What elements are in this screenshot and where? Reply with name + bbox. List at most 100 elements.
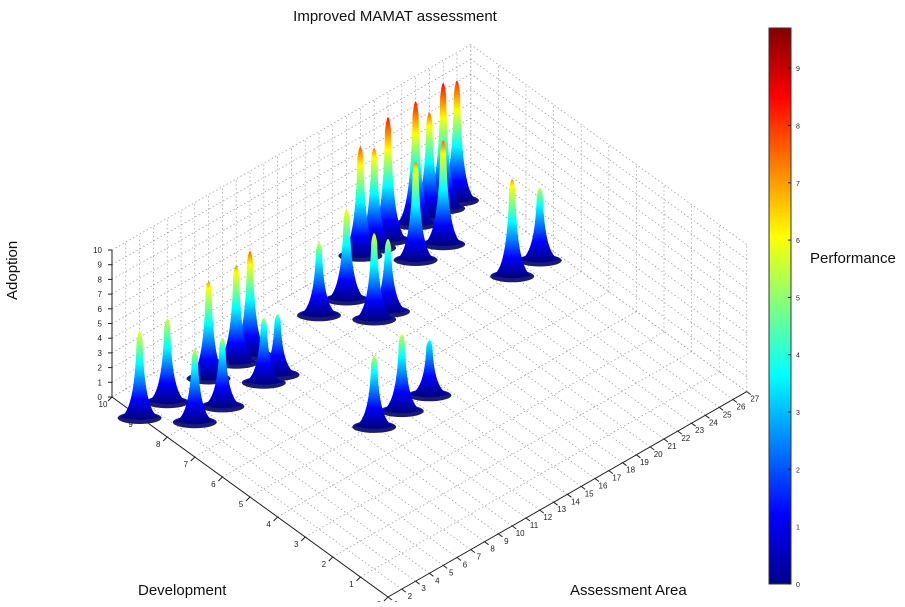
wall-grid-line [470,161,748,363]
colorbar-tick-label: 6 [796,238,800,245]
wall-grid-line [470,44,748,245]
y-tick-label: 24 [709,418,718,427]
colorbar-label: Performance [810,250,896,267]
colorbar: 0 1 2 3 4 5 6 7 8 9 [768,27,800,589]
y-tick-label: 10 [516,529,525,538]
y-tick-mark [649,446,655,451]
y-tick-label: 15 [585,489,594,498]
wall-grid-line [470,117,748,319]
floor-grid-line [277,301,554,503]
y-tick-label: 12 [543,513,552,522]
surface-peak [147,318,188,405]
x-tick-label: 1 [349,580,354,589]
floor-grid-line [373,246,651,448]
surface-peak [188,281,229,381]
y-tick-label: 16 [599,482,608,491]
wall-grid-line [111,88,471,295]
y-tick-mark [636,454,641,459]
wall-grid-line [111,44,471,251]
floor-grid-line [318,278,596,479]
chart-title: Improved MAMAT assessment [293,8,497,25]
y-tick-mark [539,509,545,514]
floor-grid-line [222,271,582,478]
wall-grid-line [111,58,471,266]
y-tick-label: 13 [557,505,566,514]
x-tick-mark [218,476,223,482]
floor-grid-line [305,331,665,538]
surface-peak [423,140,464,247]
y-tick-mark [746,391,752,396]
colorbar-tick-label: 3 [796,410,800,417]
surface-peak [174,349,215,425]
x-tick-mark [383,596,389,602]
colorbar-tick-label: 4 [796,353,800,360]
y-tick-mark [594,478,600,482]
colorbar-tick-label: 5 [796,295,800,302]
y-tick-label: 5 [449,568,454,577]
z-tick-label: 7 [98,290,103,299]
floor-grid-line [360,371,720,578]
x-tick-mark [356,576,361,582]
wall-grid-line [470,132,748,334]
wall-grid-line [470,147,748,348]
y-tick-label: 9 [504,537,509,546]
x-tick-mark [190,456,196,462]
floor-grid-line [249,291,609,498]
wall-grid-line [470,103,748,304]
surface-peak [492,179,533,279]
floor-grid-line [304,286,582,487]
colorbar-ticks: 0 1 2 3 4 5 6 7 8 9 [788,66,800,589]
floor-grid-line [387,238,665,440]
surface-peak [354,233,395,322]
x-tick-label: 3 [294,540,299,549]
y-tick-label: 11 [530,521,539,530]
x-tick-label: 9 [128,420,133,429]
wall-grid-line [111,103,471,310]
floor-grid-line [442,207,720,408]
z-tick-label: 9 [98,261,103,270]
x-tick-mark [245,496,251,502]
surface-peak [119,331,160,420]
x-tick-label: 7 [184,460,189,469]
y-tick-label: 7 [477,553,482,562]
z-tick-label: 4 [98,334,103,343]
z-tick-label: 2 [98,364,103,373]
floor-grid-line [429,215,706,416]
floor-grid-line [456,199,734,400]
surface-peak [368,238,408,314]
y-tick-mark [718,406,724,411]
y-tick-mark [401,588,407,593]
y-tick-label: 18 [626,466,635,475]
y-tick-mark [705,414,710,419]
floor-grid-line [194,349,472,550]
x-tick-label: 5 [239,500,244,509]
x-tick-label: 6 [211,480,216,489]
surface-peak [519,187,560,263]
y-tick-label: 19 [640,458,649,467]
y-tick-label: 22 [681,434,690,443]
y-tick-mark [511,525,517,530]
z-tick-label: 0 [98,393,103,402]
x-axis-label: Development [138,582,227,599]
floor-grid-line [291,294,568,495]
surface-peak [354,148,395,250]
floor-grid-line [415,222,692,424]
z-tick-label: 10 [93,246,102,255]
z-axis-label: Adoption [4,240,21,300]
y-tick-label: 21 [668,442,677,451]
y-tick-mark [525,517,531,522]
y-axis-label: Assessment Area [570,582,687,599]
surface-peak [202,337,243,409]
z-tick-label: 1 [98,378,103,387]
surface-peak [230,251,270,357]
y-tick-mark [553,501,558,506]
floor-grid-line [332,351,692,558]
surface-peak [381,334,422,414]
y-tick-mark [622,462,627,467]
floor-grid-line [401,230,679,432]
colorbar-tick-label: 9 [796,66,800,73]
y-tick-mark [677,430,683,435]
y-tick-label: 26 [737,403,746,412]
floor-grid-line [263,309,541,511]
